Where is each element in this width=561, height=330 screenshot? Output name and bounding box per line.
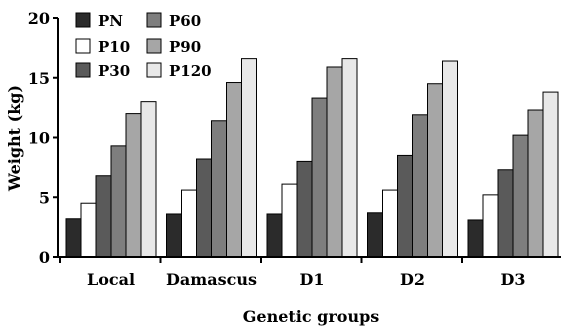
bar-p60-d3 (512, 134, 529, 258)
bar-p10-local (80, 202, 97, 258)
legend-swatch-p120 (146, 62, 162, 78)
y-tick-label: 10 (28, 129, 50, 148)
bar-p10-d2 (382, 189, 398, 258)
legend-label-p90: P90 (169, 38, 201, 56)
legend: PN P10 P30 P60 P90 P120 (75, 12, 212, 80)
bar-p90-local (125, 113, 142, 258)
x-tick-label: D3 (500, 270, 525, 289)
legend-swatch-p90 (146, 38, 162, 54)
bar-pn-damascus (166, 213, 182, 258)
x-tick-label: D2 (400, 270, 425, 289)
bar-p120-d2 (442, 60, 458, 258)
bar-pn-local (65, 218, 82, 258)
bar-p90-damascus (226, 82, 242, 258)
bar-p120-local (140, 101, 157, 258)
legend-swatch-pn (75, 12, 91, 28)
bar-p60-d2 (412, 114, 428, 258)
axes-group: 0 5 10 15 20 Local Damascus D1 D2 D3 (28, 9, 561, 289)
bars-group (65, 58, 559, 258)
y-tick-label: 15 (28, 69, 50, 88)
bar-p10-d3 (482, 194, 499, 258)
legend-label-p30: P30 (98, 62, 130, 80)
bar-p60-damascus (211, 120, 227, 258)
bar-p10-d1 (281, 183, 298, 258)
legend-label-p120: P120 (169, 62, 212, 80)
bar-p90-d1 (326, 66, 343, 258)
x-tick-label: Local (87, 270, 135, 289)
legend-swatch-p60 (146, 12, 162, 28)
x-tick-label: D1 (299, 270, 324, 289)
bar-p120-d3 (542, 91, 559, 258)
y-tick-label: 0 (39, 248, 50, 267)
bar-p90-d3 (527, 109, 544, 258)
bar-p30-d2 (397, 154, 413, 258)
y-tick-label: 5 (39, 188, 50, 207)
bar-p30-local (95, 175, 112, 258)
bar-p30-d1 (296, 160, 313, 258)
x-axis-title: Genetic groups (243, 307, 380, 326)
bar-pn-d3 (467, 219, 484, 258)
y-tick-label: 20 (28, 9, 50, 28)
legend-label-p60: P60 (169, 12, 201, 30)
bar-pn-d2 (367, 212, 383, 258)
bar-p30-damascus (196, 158, 212, 258)
bar-p90-d2 (427, 83, 443, 258)
legend-label-p10: P10 (98, 38, 130, 56)
legend-swatch-p30 (75, 62, 91, 78)
bar-p120-d1 (341, 58, 358, 258)
legend-label-pn: PN (98, 12, 123, 30)
bar-p60-d1 (311, 97, 328, 258)
y-axis-title: Weight (kg) (5, 85, 24, 192)
bar-p30-d3 (497, 169, 514, 258)
bar-p10-damascus (181, 189, 197, 258)
x-tick-label: Damascus (166, 270, 257, 289)
bar-p120-damascus (241, 58, 257, 258)
bar-p60-local (110, 145, 127, 258)
legend-swatch-p10 (75, 38, 91, 54)
bar-pn-d1 (266, 213, 283, 258)
